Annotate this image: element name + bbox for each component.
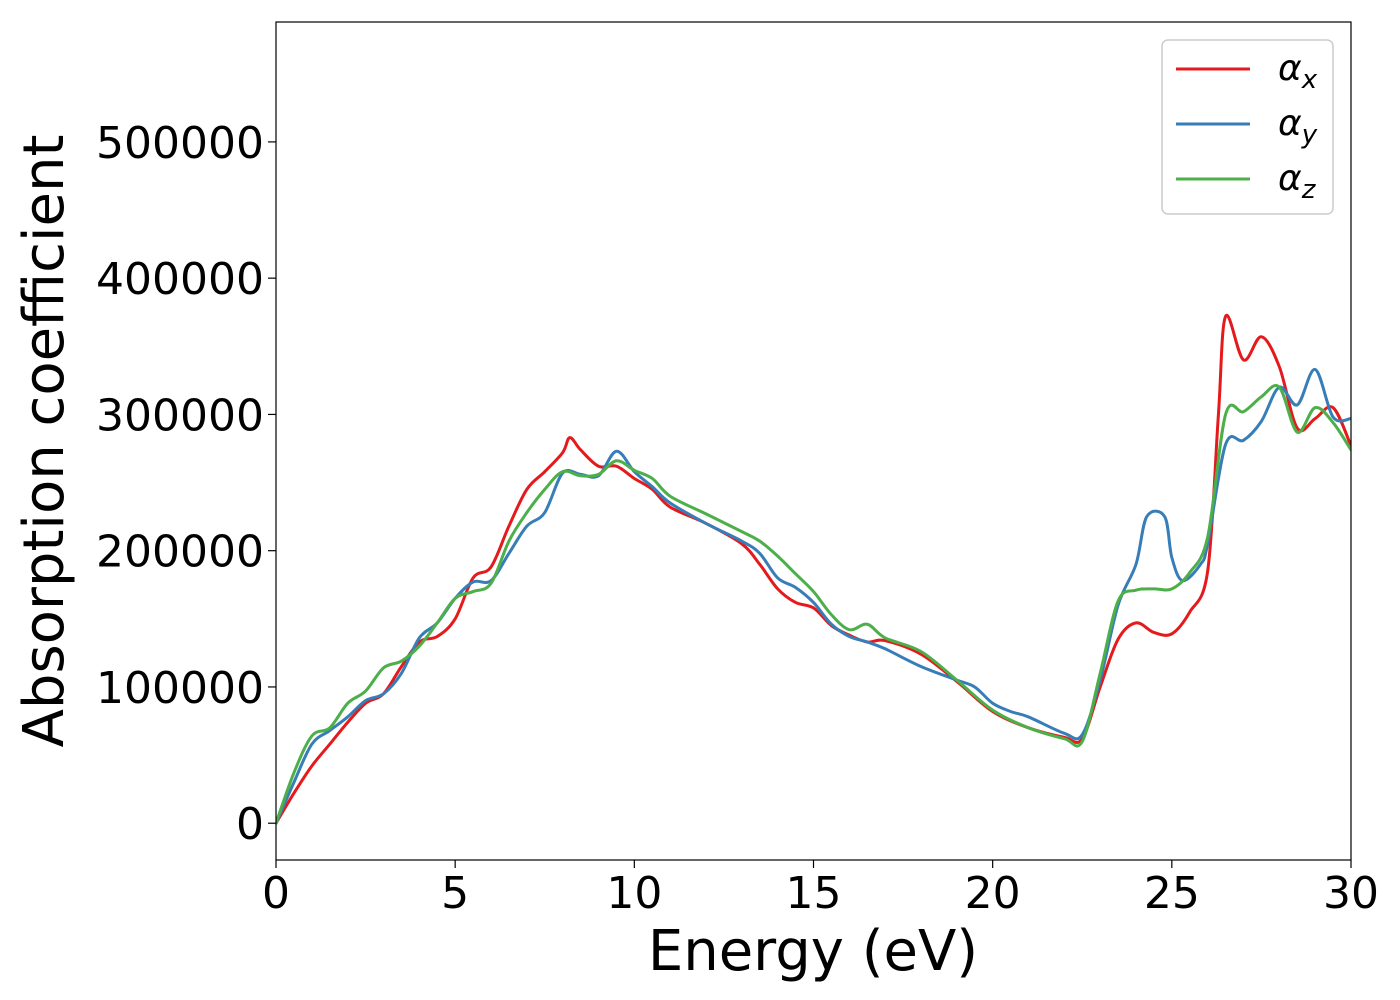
series-line-alpha-x	[276, 313, 1351, 825]
legend-label-subscript: z	[1301, 175, 1317, 205]
y-tick-label: 0	[236, 799, 264, 850]
legend-box	[1161, 39, 1334, 215]
x-tick-label: 10	[606, 868, 662, 919]
y-tick-label: 200000	[96, 527, 264, 578]
x-tick-label: 25	[1144, 868, 1200, 919]
x-tick-label: 0	[262, 868, 290, 919]
x-tick-label: 30	[1323, 868, 1379, 919]
legend-label-subscript: x	[1301, 65, 1318, 95]
x-tick-label: 15	[786, 868, 842, 919]
x-tick-label: 20	[965, 868, 1021, 919]
series-line-alpha-y	[276, 367, 1351, 825]
y-axis-label: Absorption coefficient	[12, 135, 77, 748]
y-tick-label: 400000	[96, 254, 264, 305]
x-axis-label: Energy (eV)	[648, 919, 978, 984]
y-axis-ticks: 0 100000 200000 300000 400000 500000	[96, 118, 276, 850]
y-tick-label: 300000	[96, 390, 264, 441]
y-tick-label: 500000	[96, 118, 264, 169]
x-tick-label: 5	[441, 868, 469, 919]
y-tick-label: 100000	[96, 663, 264, 714]
series-layer	[276, 313, 1351, 825]
x-axis-ticks: 0 5 10 15 20 25 30	[262, 860, 1379, 919]
series-line-alpha-z	[276, 384, 1351, 825]
legend-label-subscript: y	[1301, 120, 1318, 150]
